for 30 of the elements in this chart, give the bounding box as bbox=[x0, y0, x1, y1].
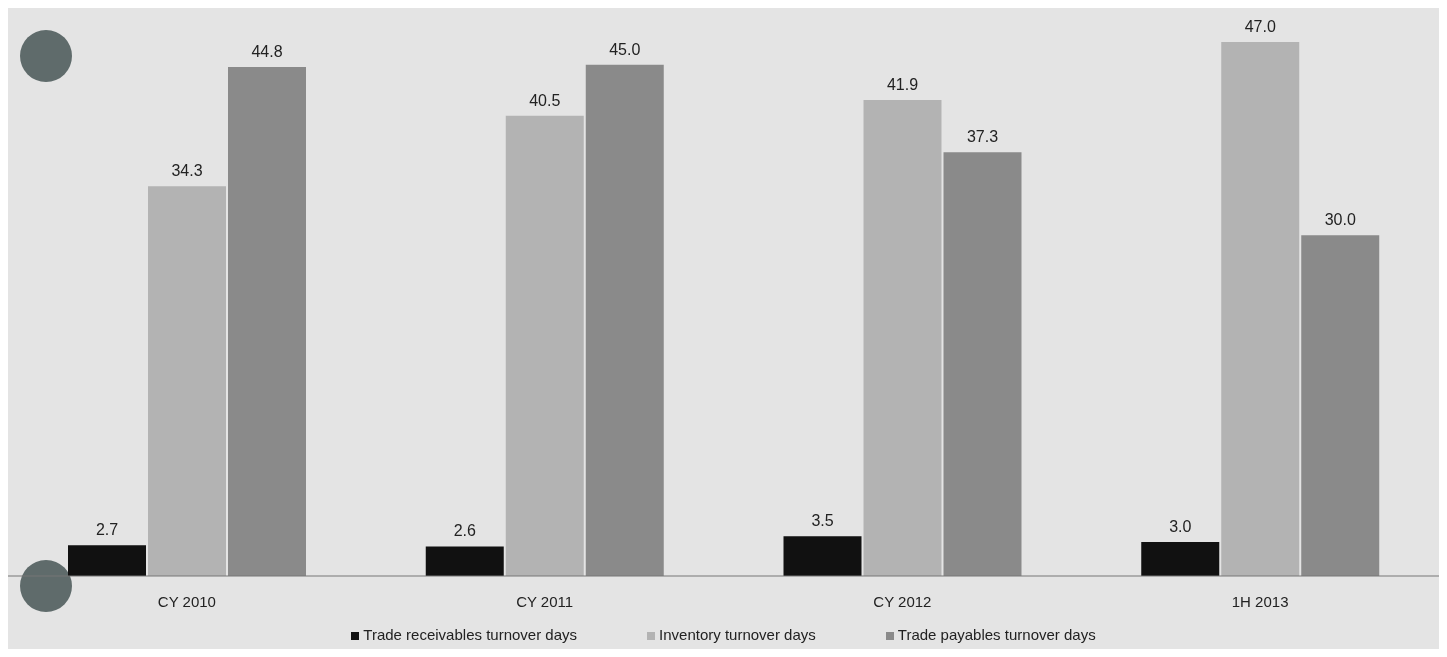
legend-label: Trade payables turnover days bbox=[896, 626, 1096, 643]
bar bbox=[943, 152, 1022, 576]
data-label: 40.5 bbox=[529, 91, 561, 109]
bar bbox=[863, 99, 942, 576]
bar bbox=[1221, 42, 1300, 576]
data-label: 45.0 bbox=[609, 40, 641, 58]
x-tick-label: CY 2011 bbox=[516, 592, 574, 610]
bar bbox=[783, 536, 862, 576]
data-label: 44.8 bbox=[251, 43, 283, 60]
bar bbox=[148, 186, 226, 576]
data-label: 34.3 bbox=[171, 162, 203, 180]
data-label: 41.9 bbox=[886, 75, 919, 93]
x-tick-label: CY 2010 bbox=[157, 592, 216, 610]
legend-label: Inventory turnover days bbox=[658, 626, 816, 643]
data-label: 2.7 bbox=[95, 521, 119, 539]
bar bbox=[585, 64, 664, 576]
bar bbox=[1301, 235, 1380, 576]
data-label: 47.0 bbox=[1244, 18, 1276, 35]
x-tick-label: 1H 2013 bbox=[1231, 592, 1289, 610]
data-label: 2.6 bbox=[453, 522, 476, 540]
legend-label: Trade receivables turnover days bbox=[362, 626, 578, 643]
data-label: 30.0 bbox=[1324, 211, 1356, 229]
data-label: 37.3 bbox=[966, 128, 999, 146]
bar bbox=[1141, 541, 1220, 576]
bar bbox=[425, 546, 504, 576]
x-tick-label: CY 2012 bbox=[873, 592, 932, 610]
bar bbox=[505, 115, 584, 576]
bar bbox=[228, 67, 306, 576]
data-label: 3.0 bbox=[1169, 517, 1192, 535]
data-label: 3.5 bbox=[811, 512, 834, 530]
